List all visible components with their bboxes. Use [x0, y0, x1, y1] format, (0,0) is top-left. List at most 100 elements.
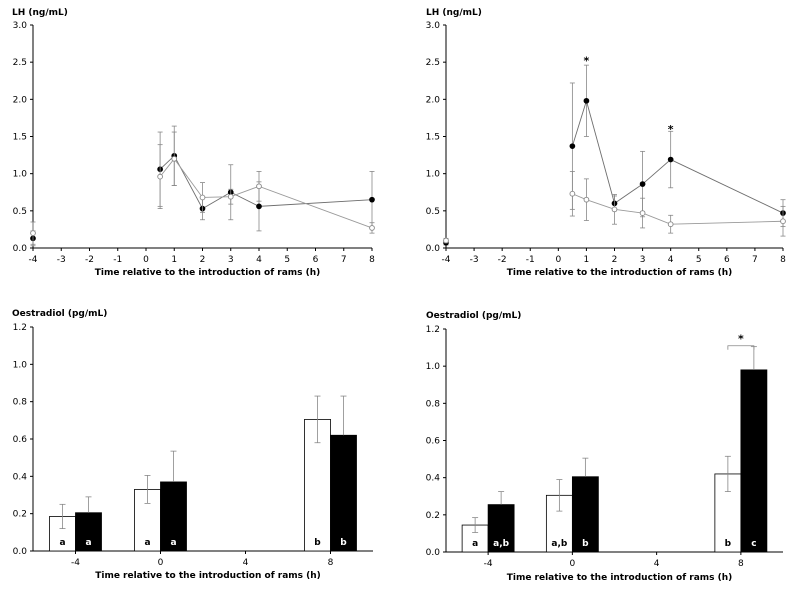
x-axis-title: Time relative to the introduction of ram… [95, 571, 321, 581]
open-marker [369, 225, 375, 231]
x-tick-label: -3 [57, 255, 66, 265]
bar [75, 512, 102, 552]
x-tick-label: 6 [313, 255, 319, 265]
x-tick-label: 8 [328, 558, 334, 568]
bar [740, 369, 768, 553]
filled-marker [667, 156, 674, 163]
bar [134, 488, 161, 552]
x-tick-label: 4 [654, 559, 660, 569]
x-tick-label: 3 [228, 255, 234, 265]
bar-letter-label: a [472, 539, 478, 549]
x-tick-label: 8 [369, 255, 375, 265]
bar-letter-label: a,b [551, 539, 567, 549]
filled-marker [369, 196, 375, 203]
y-tick-label: 3.0 [13, 21, 28, 31]
filled-marker [256, 203, 262, 210]
x-tick-label: -4 [71, 558, 80, 568]
x-tick-label: -2 [498, 255, 507, 265]
y-tick-label: 0.2 [13, 510, 27, 520]
x-axis-title: Time relative to the introduction of ram… [507, 573, 733, 583]
x-tick-label: 0 [143, 255, 149, 265]
x-tick-label: 0 [570, 559, 576, 569]
open-marker [256, 183, 262, 190]
open-marker [639, 210, 646, 216]
y-tick-label: 1.5 [13, 133, 27, 143]
bar-letter-label: b [725, 539, 732, 549]
y-tick-label: 0.6 [426, 437, 441, 447]
x-tick-label: 2 [200, 255, 206, 265]
filled-marker [639, 181, 646, 187]
y-tick-label: 1.0 [13, 360, 28, 370]
y-tick-label: 1.5 [426, 133, 440, 143]
lh-chart-right: 0.0 0.5 1.0 1.5 2.0 2.5 3.0 -4 -3 -2 -1 0 1 2 3 4 5 6 7 8 LH… [426, 8, 786, 278]
bar [160, 481, 187, 552]
significance-asterisk: * [738, 333, 744, 346]
open-marker [780, 218, 786, 225]
y-tick-label: 0.6 [13, 435, 28, 445]
y-tick-label: 0.2 [426, 511, 440, 521]
y-tick-label: 2.0 [13, 95, 28, 105]
bar-letter-label: a [59, 538, 65, 548]
y-tick-label: 0.4 [426, 474, 441, 484]
bar [330, 434, 357, 552]
y-tick-label: 1.0 [13, 170, 28, 180]
open-marker [611, 206, 618, 213]
x-tick-label: 8 [780, 255, 786, 265]
x-tick-label: -4 [442, 255, 451, 265]
y-tick-label: 2.0 [426, 95, 441, 105]
x-tick-label: 1 [584, 255, 590, 265]
x-tick-label: 1 [171, 255, 177, 265]
x-tick-label: 8 [738, 559, 744, 569]
y-tick-label: 1.0 [426, 170, 441, 180]
x-tick-label: 2 [612, 255, 618, 265]
x-tick-label: 6 [724, 255, 730, 265]
y-axis-title: LH (ng/mL) [426, 8, 482, 18]
x-tick-label: 0 [555, 255, 561, 265]
x-tick-label: -2 [85, 255, 94, 265]
open-marker [583, 196, 590, 203]
x-tick-label: -3 [470, 255, 479, 265]
x-tick-label: 4 [256, 255, 262, 265]
x-tick-label: 7 [341, 255, 347, 265]
y-axis-title: LH (ng/mL) [12, 8, 68, 18]
x-tick-label: 7 [752, 255, 758, 265]
bar [571, 476, 599, 553]
significance-asterisk: * [584, 55, 590, 68]
y-tick-label: 0.8 [13, 398, 28, 408]
bar-letter-label: c [751, 539, 756, 549]
x-tick-label: -4 [484, 559, 493, 569]
x-tick-label: -1 [526, 255, 535, 265]
series-line [159, 158, 373, 229]
x-tick-label: 5 [696, 255, 702, 265]
significance-bracket [727, 345, 755, 350]
oestradiol-chart-right: 0.0 0.2 0.4 0.6 0.8 1.0 1.2 -4 0 4 8 Oestradiol (pg… [426, 311, 783, 583]
filled-marker [583, 97, 590, 104]
bar-letter-label: a [144, 538, 150, 548]
y-tick-label: 0.5 [426, 207, 440, 217]
y-axis-title: Oestradiol (pg/mL) [426, 311, 521, 321]
x-tick-label: 4 [668, 255, 674, 265]
x-tick-label: -1 [113, 255, 122, 265]
bar-letter-label: b [340, 538, 347, 548]
lh-chart-left: 0.0 0.5 1.0 1.5 2.0 2.5 3.0 -4 -3 -2 -1 0 1 2 3 4 5 6 7 8 LH… [12, 8, 375, 278]
x-tick-label: 4 [243, 558, 249, 568]
oestradiol-chart-left: 0.0 0.2 0.4 0.6 0.8 1.0 1.2 -4 0 4 8 Oestradiol (pg… [12, 309, 373, 581]
y-tick-label: 3.0 [426, 21, 441, 31]
y-tick-label: 0.0 [426, 244, 441, 254]
open-marker [443, 237, 449, 244]
y-tick-label: 1.2 [13, 323, 27, 333]
y-tick-label: 0.0 [13, 547, 28, 557]
y-axis-title: Oestradiol (pg/mL) [12, 309, 107, 319]
y-tick-label: 0.5 [13, 207, 27, 217]
open-marker [30, 230, 36, 236]
y-tick-label: 1.2 [426, 325, 440, 335]
y-tick-label: 2.5 [426, 58, 440, 68]
bar-letter-label: a [85, 538, 91, 548]
bar-letter-label: b [582, 539, 589, 549]
significance-asterisk: * [668, 123, 674, 136]
x-tick-label: -4 [29, 255, 38, 265]
series-line [571, 99, 784, 214]
y-tick-label: 1.0 [426, 362, 441, 372]
y-tick-label: 0.8 [426, 399, 441, 409]
bar-letter-label: a [170, 538, 176, 548]
